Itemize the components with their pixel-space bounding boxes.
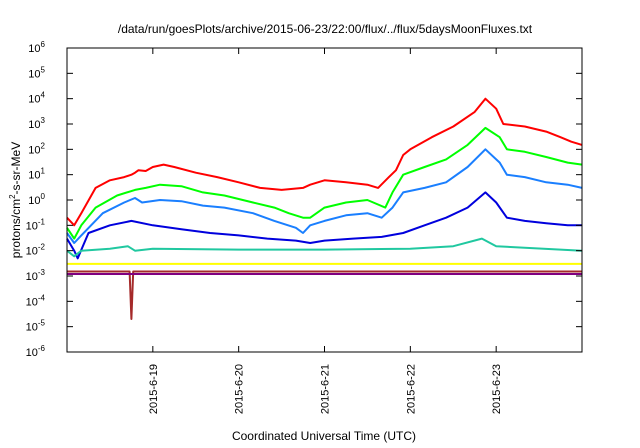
x-tick-label: 2015-6-21 — [320, 364, 332, 414]
y-tick-label: 10-5 — [26, 319, 46, 334]
series-line-3 — [66, 148, 583, 244]
y-tick-label: 10-1 — [26, 217, 46, 232]
y-tick-label: 103 — [28, 116, 45, 131]
y-tick-label: 102 — [28, 141, 45, 156]
y-tick-exponent: 1 — [41, 167, 46, 176]
x-tick-label: 2015-6-23 — [491, 364, 503, 414]
y-tick-base: 10 — [28, 170, 40, 182]
y-tick-label: 104 — [28, 91, 45, 106]
y-tick-exponent: 5 — [41, 65, 46, 74]
y-tick-base: 10 — [28, 43, 40, 55]
y-tick-exponent: 4 — [41, 91, 46, 100]
series-line-1 — [66, 97, 583, 227]
y-tick-label: 10-6 — [26, 344, 46, 359]
x-tick-label: 2015-6-20 — [234, 364, 246, 414]
y-tick-base: 10 — [26, 246, 38, 258]
y-tick-exponent: 2 — [41, 141, 46, 150]
series-line-7 — [67, 270, 582, 320]
y-tick-base: 10 — [26, 271, 38, 283]
x-tick-label: 2015-6-22 — [405, 364, 417, 414]
y-tick-exponent: -5 — [38, 319, 46, 328]
y-axis: 10-610-510-410-310-210-11001011021031041… — [26, 40, 582, 359]
y-axis-label-suffix: -s-sr-MeV — [9, 142, 23, 195]
y-tick-base: 10 — [26, 322, 38, 334]
y-tick-exponent: -1 — [38, 217, 46, 226]
y-tick-label: 100 — [28, 192, 45, 207]
y-tick-label: 10-4 — [26, 293, 46, 308]
x-axis: 2015-6-19 2015-6-20 2015-6-21 2015-6-22 2015… — [148, 48, 503, 414]
y-tick-exponent: 0 — [41, 192, 46, 201]
y-tick-exponent: -4 — [38, 293, 46, 302]
y-tick-base: 10 — [26, 296, 38, 308]
series-layer — [66, 97, 583, 320]
x-axis-label: Coordinated Universal Time (UTC) — [232, 429, 416, 443]
y-tick-exponent: -2 — [38, 243, 46, 252]
y-tick-label: 10-2 — [26, 243, 46, 258]
y-tick-base: 10 — [28, 68, 40, 80]
y-axis-label: protons/cm2-s-sr-MeV — [8, 142, 23, 258]
y-tick-base: 10 — [26, 220, 38, 232]
y-tick-base: 10 — [28, 144, 40, 156]
y-tick-label: 106 — [28, 40, 45, 55]
y-axis-label-sup: 2 — [8, 194, 17, 199]
y-tick-base: 10 — [28, 94, 40, 106]
series-line-5 — [66, 237, 583, 258]
y-tick-base: 10 — [28, 195, 40, 207]
y-tick-exponent: -3 — [38, 268, 46, 277]
chart-title: /data/run/goesPlots/archive/2015-06-23/2… — [118, 22, 533, 36]
y-tick-base: 10 — [26, 347, 38, 359]
y-tick-label: 10-3 — [26, 268, 46, 283]
x-tick-label: 2015-6-19 — [148, 364, 160, 414]
y-tick-label: 101 — [28, 167, 45, 182]
y-tick-label: 105 — [28, 65, 45, 80]
y-tick-base: 10 — [28, 119, 40, 131]
series-line-2 — [66, 126, 583, 240]
y-axis-label-prefix: protons/cm — [9, 199, 23, 258]
y-tick-exponent: 6 — [41, 40, 46, 49]
y-tick-exponent: -6 — [38, 344, 46, 353]
series-line-4 — [66, 191, 582, 260]
y-tick-exponent: 3 — [41, 116, 46, 125]
